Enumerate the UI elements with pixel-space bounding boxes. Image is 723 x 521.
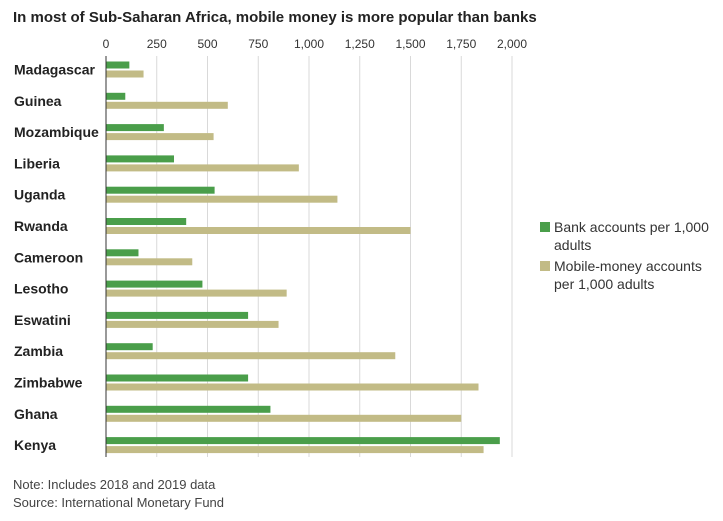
bar-bank-accounts <box>106 155 175 163</box>
category-label: Cameroon <box>14 249 83 265</box>
bar-mobile-money <box>106 320 279 328</box>
legend-swatch-bank <box>540 222 550 232</box>
bar-bank-accounts <box>106 218 187 225</box>
x-tick-label: 1,250 <box>345 37 375 51</box>
bar-mobile-money <box>106 101 228 109</box>
bar-bank-accounts <box>106 405 271 413</box>
bar-mobile-money <box>106 414 462 422</box>
bar-mobile-money <box>106 352 396 360</box>
bar-mobile-money <box>106 133 214 141</box>
category-label: Zimbabwe <box>14 375 83 391</box>
category-label: Liberia <box>14 155 60 171</box>
bar-mobile-money <box>106 164 299 172</box>
category-label: Eswatini <box>14 312 71 328</box>
category-label: Mozambique <box>14 124 99 140</box>
bar-mobile-money <box>106 383 479 391</box>
legend-item-bank: Bank accounts per 1,000 adults <box>540 218 714 254</box>
bar-mobile-money <box>106 195 338 203</box>
bar-bank-accounts <box>106 124 164 132</box>
x-tick-label: 500 <box>197 37 217 51</box>
legend-label-bank: Bank accounts per 1,000 adults <box>554 219 709 253</box>
gridlines <box>156 56 513 457</box>
legend-swatch-mobile <box>540 261 550 271</box>
bar-bank-accounts <box>106 61 130 69</box>
bar-bank-accounts <box>106 374 249 382</box>
bar-mobile-money <box>106 289 287 297</box>
category-label: Kenya <box>14 437 56 453</box>
category-label: Madagascar <box>14 62 95 78</box>
bars <box>106 61 500 454</box>
bar-mobile-money <box>106 258 193 266</box>
category-label: Uganda <box>14 187 66 203</box>
x-tick-label: 1,750 <box>446 37 476 51</box>
bar-mobile-money <box>106 70 144 78</box>
legend-label-mobile: Mobile-money accounts per 1,000 adults <box>554 258 702 292</box>
bar-bank-accounts <box>106 249 139 257</box>
bar-bank-accounts <box>106 311 249 319</box>
category-labels: Madagascar Guinea Mozambique Liberia Uganda R… <box>14 62 99 454</box>
bar-chart-plot: 0 250 500 750 1,000 1,250 1,500 1,750 2,000 Mada… <box>14 37 528 457</box>
x-tick-label: 1,500 <box>395 37 425 51</box>
category-label: Lesotho <box>14 281 68 297</box>
x-tick-label: 2,000 <box>497 37 527 51</box>
x-tick-label: 250 <box>147 37 167 51</box>
bar-bank-accounts <box>106 186 215 194</box>
legend-item-mobile: Mobile-money accounts per 1,000 adults <box>540 257 714 293</box>
x-tick-label: 750 <box>248 37 268 51</box>
category-label: Guinea <box>14 93 62 109</box>
bar-mobile-money <box>106 446 484 454</box>
bar-bank-accounts <box>106 280 203 288</box>
bar-bank-accounts <box>106 343 153 351</box>
category-label: Ghana <box>14 406 58 422</box>
chart-title: In most of Sub-Saharan Africa, mobile mo… <box>13 9 537 26</box>
x-axis-ticks: 0 250 500 750 1,000 1,250 1,500 1,750 2,000 <box>103 37 528 51</box>
x-tick-label: 1,000 <box>294 37 324 51</box>
category-label: Rwanda <box>14 218 68 234</box>
footer-source: Source: International Monetary Fund <box>13 495 225 510</box>
bar-bank-accounts <box>106 437 500 445</box>
bar-bank-accounts <box>106 92 126 100</box>
footer-note: Note: Includes 2018 and 2019 data <box>13 477 216 492</box>
x-tick-label: 0 <box>103 37 110 51</box>
category-label: Zambia <box>14 343 63 359</box>
bar-mobile-money <box>106 227 411 234</box>
